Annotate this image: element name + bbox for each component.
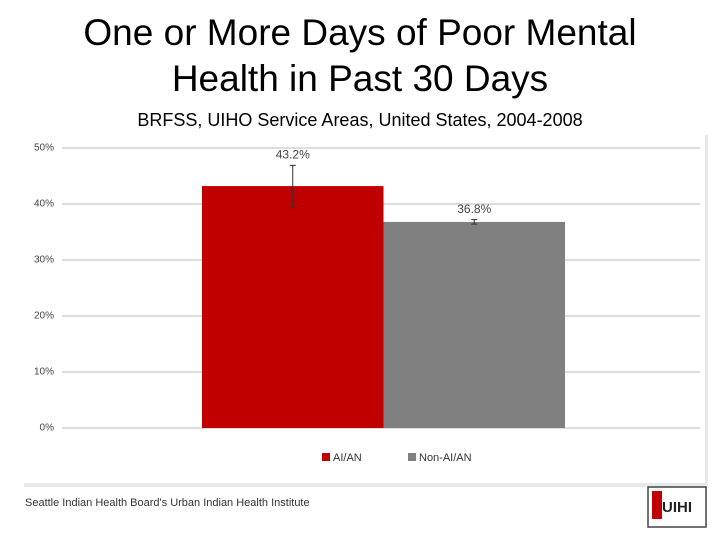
bar [202,186,384,428]
y-tick-label: 30% [34,255,54,266]
title-line: One or More Days of Poor Mental [83,12,636,53]
data-label: 43.2% [276,148,310,162]
footer: Seattle Indian Health Board's Urban Indi… [25,497,310,509]
legend-label: Non-AI/AN [419,452,472,464]
error-bar [471,219,478,225]
error-bar [289,164,296,208]
subtitle: BRFSS, UIHO Service Areas, United States… [137,110,582,130]
y-tick-label: 40% [34,199,54,210]
legend-label: AI/AN [333,452,362,464]
y-tick-label: 50% [34,143,54,154]
y-tick-label: 10% [34,367,54,378]
data-label: 36.8% [457,202,491,216]
legend-swatch [408,453,416,461]
legend-swatch [322,453,330,461]
logo-text: UIHI [662,499,692,516]
y-tick-label: 20% [34,311,54,322]
y-tick-label: 0% [40,423,55,434]
title-line: Health in Past 30 Days [172,58,548,99]
logo-mark [652,491,662,519]
bar [383,221,565,428]
